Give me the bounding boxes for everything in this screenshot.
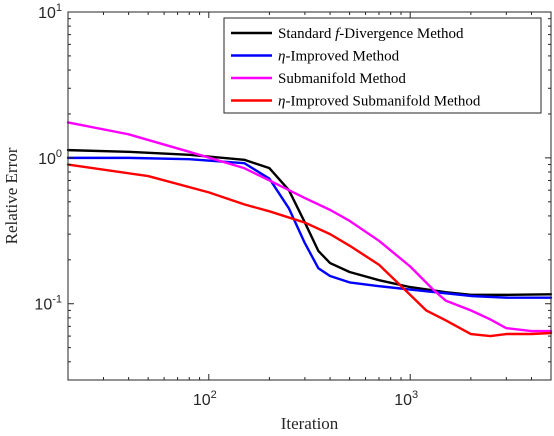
x-tick-label-exp: 3 [412,389,418,401]
y-tick-label-exp: 0 [56,148,62,160]
legend-label-part: η [278,94,285,110]
x-tick-label: 102 [193,389,217,409]
x-tick-label-base: 10 [394,392,412,409]
y-tick-label-exp: 1 [56,2,62,14]
series-line-4 [66,163,553,338]
legend-label-part: f [335,26,341,42]
series-layer [66,121,553,338]
x-tick-label: 103 [394,389,418,409]
legend-label-3: Submanifold Method [278,71,406,87]
y-tick-label-exp: -1 [52,294,62,306]
y-tick-label: 10-1 [34,294,62,314]
y-tick-label-base: 10 [38,151,56,168]
legend-label-part: -Improved Submanifold Method [285,94,480,110]
x-axis-title: Iteration [281,414,339,433]
y-tick-label: 101 [38,2,62,22]
legend-label-1: Standard f-Divergence Method [278,26,464,42]
legend-label-part: η [278,49,285,65]
legend-label-4: η-Improved Submanifold Method [278,94,481,110]
legend-label-2: η-Improved Method [278,49,400,65]
x-tick-label-base: 10 [193,392,211,409]
legend-box [223,17,542,114]
legend-label-part: -Improved Method [285,49,399,65]
legend-label-part: Submanifold Method [278,71,406,87]
series-line-3 [66,121,553,333]
y-tick-label-base: 10 [38,5,56,22]
y-tick-label-base: 10 [34,297,52,314]
y-tick-label: 100 [38,148,62,168]
legend-label-part: -Divergence Method [339,26,464,42]
axes-frame [67,11,552,381]
legend-label-part: Standard [278,26,335,42]
y-axis-title: Relative Error [2,147,21,244]
x-tick-label-exp: 2 [211,389,217,401]
